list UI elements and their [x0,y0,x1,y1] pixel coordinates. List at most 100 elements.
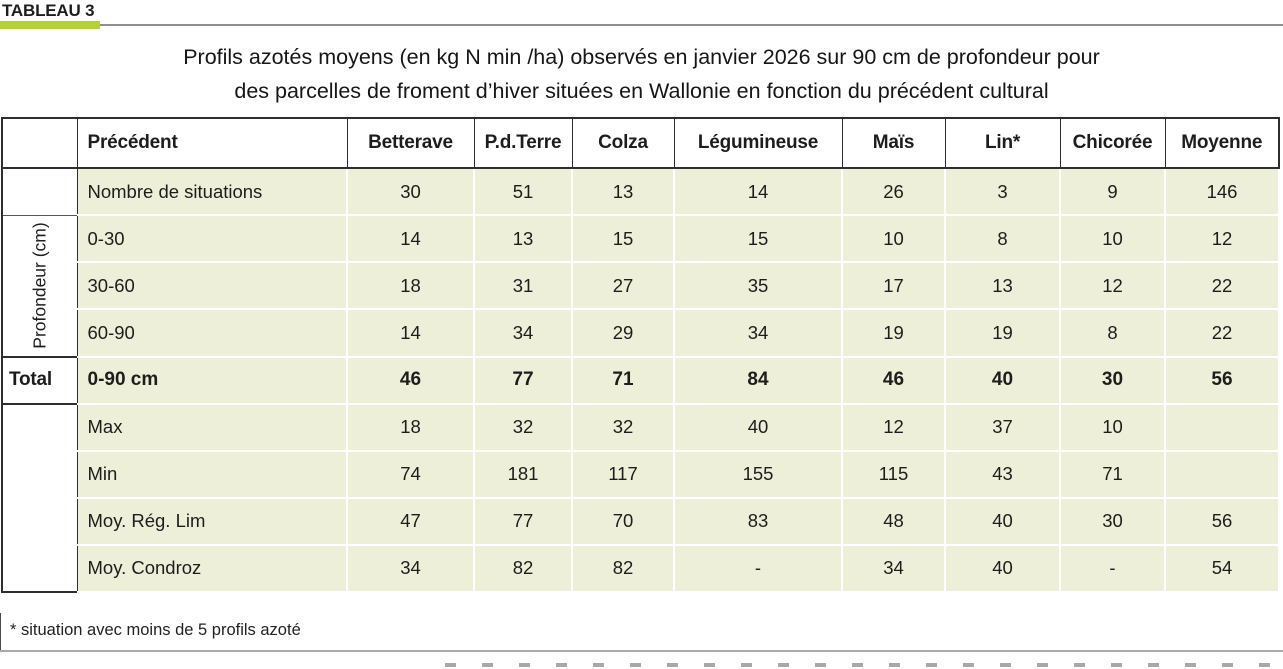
value-cell: 146 [1165,168,1280,216]
value-cell: 13 [474,215,573,264]
value-cell: 74 [347,450,475,499]
value-cell: 56 [1165,496,1280,546]
side-spacer-cell [2,168,78,215]
value-cell: 56 [1165,355,1280,405]
column-header: Chicorée [1060,118,1166,169]
value-cell: 17 [842,262,946,311]
table-title: Profils azotés moyens (en kg N min /ha) … [0,40,1283,109]
row-label: 30-60 [77,262,348,311]
value-cell: 155 [674,450,843,499]
value-cell: 34 [474,309,573,358]
value-cell: 14 [347,309,475,358]
row-group-label-depth: Profondeur (cm) [2,214,78,357]
value-cell: - [1060,544,1166,593]
value-cell: 12 [1165,215,1280,264]
value-cell: 31 [474,262,573,311]
top-rule [100,24,1283,26]
value-cell: 9 [1060,168,1166,216]
value-cell: 35 [674,262,843,311]
row-label: Moy. Rég. Lim [77,496,348,546]
value-cell: 30 [347,168,475,216]
value-cell: 71 [1060,450,1166,499]
value-cell: 71 [572,355,675,405]
value-cell: 84 [674,355,843,405]
footnote: * situation avec moins de 5 profils azot… [0,613,440,651]
value-cell: 15 [674,215,843,264]
value-cell: 13 [945,262,1061,311]
value-cell: 47 [347,496,475,546]
value-cell: 37 [945,402,1061,452]
value-cell: 18 [347,262,475,311]
value-cell: 34 [347,544,475,593]
value-cell: 43 [945,450,1061,499]
value-cell: 30 [1060,496,1166,546]
value-cell: 8 [1060,309,1166,358]
row-label: Min [77,450,348,499]
value-cell: 30 [1060,355,1166,405]
value-cell: 34 [842,544,946,593]
value-cell: 77 [474,496,573,546]
value-cell: 15 [572,215,675,264]
value-cell: 14 [347,215,475,264]
corner-cell [2,118,78,169]
value-cell: 40 [674,402,843,452]
bottom-rule [0,650,1283,652]
value-cell: 18 [347,402,475,452]
value-cell: 34 [674,309,843,358]
value-cell: 48 [842,496,946,546]
value-cell: 54 [1165,544,1280,593]
value-cell: 46 [842,355,946,405]
column-header: Précédent [77,118,348,169]
value-cell [1165,402,1280,452]
value-cell: 19 [945,309,1061,358]
column-header: Lin* [945,118,1061,169]
column-header: Légumineuse [674,118,843,169]
row-label: 60-90 [77,309,348,358]
column-header: Colza [572,118,675,169]
value-cell: 83 [674,496,843,546]
value-cell: 27 [572,262,675,311]
value-cell: 22 [1165,262,1280,311]
value-cell: 32 [474,402,573,452]
value-cell: 22 [1165,309,1280,358]
value-cell: 14 [674,168,843,216]
value-cell: 82 [572,544,675,593]
value-cell: 70 [572,496,675,546]
row-label: Moy. Condroz [77,544,348,593]
value-cell: 181 [474,450,573,499]
total-row-label: Total [2,355,78,404]
value-cell: 29 [572,309,675,358]
value-cell: 3 [945,168,1061,216]
table-title-line1: Profils azotés moyens (en kg N min /ha) … [183,45,1100,69]
column-header: Betterave [347,118,475,169]
row-group-label-text: Profondeur (cm) [29,222,50,349]
value-cell: 10 [842,215,946,264]
value-cell [1165,450,1280,499]
cutoff-text-dashes [445,663,1279,667]
accent-bar [0,21,100,29]
value-cell: 46 [347,355,475,405]
value-cell: 117 [572,450,675,499]
nitrogen-profiles-table: Précédent Betterave P.d.Terre Colza Légumine… [1,117,1280,593]
tableau-tag: TABLEAU 3 [2,1,95,20]
side-spacer-cell [2,402,78,592]
row-label: 0-90 cm [77,355,348,405]
column-header: Maïs [842,118,946,169]
value-cell: 115 [842,450,946,499]
value-cell: 51 [474,168,573,216]
value-cell: 10 [1060,402,1166,452]
value-cell: 40 [945,544,1061,593]
row-label: Max [77,402,348,452]
value-cell: - [674,544,843,593]
value-cell: 12 [842,402,946,452]
value-cell: 10 [1060,215,1166,264]
value-cell: 40 [945,355,1061,405]
value-cell: 12 [1060,262,1166,311]
row-label: 0-30 [77,215,348,264]
value-cell: 40 [945,496,1061,546]
table-title-line2: des parcelles de froment d’hiver situées… [234,79,1049,104]
value-cell: 19 [842,309,946,358]
column-header: Moyenne [1165,118,1280,169]
value-cell: 26 [842,168,946,216]
value-cell: 8 [945,215,1061,264]
